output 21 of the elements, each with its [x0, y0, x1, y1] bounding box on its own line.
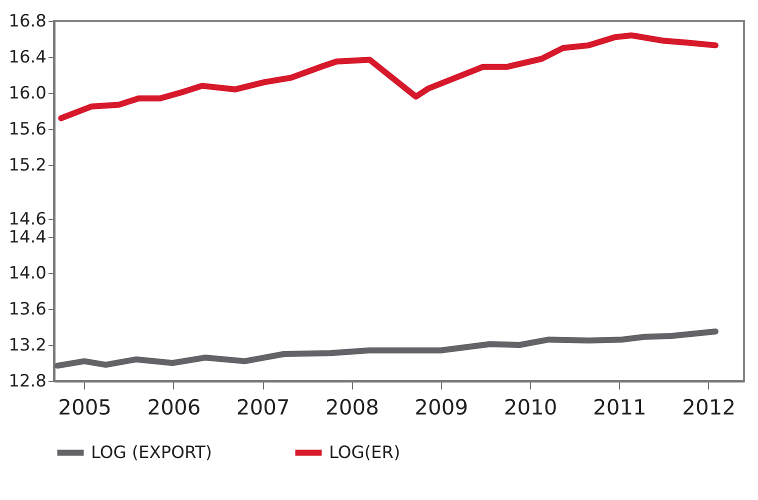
x-tick-label: 2011: [592, 396, 646, 420]
y-tick-label: 16.4: [8, 48, 46, 68]
x-tick-label: 2010: [504, 396, 558, 420]
x-tick-label: 2007: [236, 396, 290, 420]
x-tick-label: 2012: [682, 396, 736, 420]
x-tick-label: 2006: [147, 396, 201, 420]
y-tick-label: 15.6: [8, 120, 46, 140]
y-tick-label: 16.0: [8, 84, 46, 104]
y-tick-label: 13.2: [8, 336, 46, 356]
legend-label: LOG(ER): [329, 442, 400, 463]
y-tick-label: 14.0: [8, 264, 46, 284]
y-tick-label: 12.8: [8, 372, 46, 392]
y-tick-label: 16.8: [8, 12, 46, 32]
y-tick-label: 14.6: [8, 210, 46, 230]
x-tick-label: 2008: [326, 396, 379, 420]
y-tick-label: 13.6: [8, 300, 46, 320]
y-tick-label: 14.4: [8, 228, 46, 248]
y-tick-label: 15.2: [8, 156, 46, 176]
x-tick-label: 2009: [414, 396, 468, 420]
legend-label: LOG (EXPORT): [91, 442, 212, 463]
x-tick-label: 2005: [58, 396, 112, 420]
